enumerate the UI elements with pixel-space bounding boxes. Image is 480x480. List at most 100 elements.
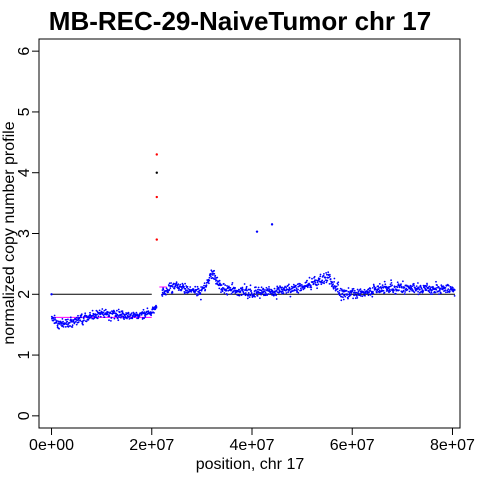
outlier-point xyxy=(255,230,259,233)
plot-frame xyxy=(38,38,461,429)
data-point xyxy=(165,293,167,296)
data-point xyxy=(187,288,190,290)
data-point xyxy=(107,311,109,314)
data-point xyxy=(312,281,314,283)
data-point xyxy=(325,272,327,274)
data-point xyxy=(161,295,164,297)
data-point xyxy=(121,310,124,312)
data-point xyxy=(333,277,336,280)
data-point xyxy=(344,295,347,298)
data-point xyxy=(249,284,252,287)
data-point xyxy=(322,274,325,277)
data-point xyxy=(378,283,381,285)
data-point xyxy=(333,281,335,283)
data-point xyxy=(83,319,85,322)
y-axis-label: normalized copy number profile xyxy=(1,121,18,344)
data-point xyxy=(411,287,413,290)
data-point xyxy=(263,289,265,291)
data-point xyxy=(287,291,289,294)
data-point xyxy=(70,319,73,322)
data-point xyxy=(413,284,415,287)
data-point xyxy=(96,317,99,320)
data-point xyxy=(82,323,84,326)
data-point xyxy=(61,318,64,320)
data-point xyxy=(62,320,64,323)
data-point xyxy=(77,314,79,317)
data-point xyxy=(300,287,302,290)
data-point xyxy=(96,313,98,316)
data-point xyxy=(400,283,402,286)
data-point xyxy=(348,293,351,296)
data-point xyxy=(66,323,68,326)
y-tick-label: 2 xyxy=(16,290,33,299)
data-point xyxy=(354,297,357,300)
data-point xyxy=(428,291,431,294)
data-point xyxy=(285,286,287,289)
data-point xyxy=(223,292,226,294)
data-point xyxy=(306,286,309,289)
data-point xyxy=(248,296,251,298)
data-point xyxy=(181,287,184,290)
data-point xyxy=(289,295,292,298)
data-point xyxy=(267,293,270,295)
data-point xyxy=(288,283,290,286)
data-point xyxy=(255,292,258,295)
data-point xyxy=(378,286,380,289)
data-point xyxy=(80,313,83,316)
data-point xyxy=(208,282,210,285)
data-point xyxy=(271,294,273,296)
data-point xyxy=(331,285,334,287)
data-point xyxy=(299,283,302,285)
data-points xyxy=(50,269,456,330)
data-point xyxy=(154,308,157,311)
data-point xyxy=(267,288,269,290)
data-point xyxy=(226,293,229,296)
data-point xyxy=(241,286,244,289)
data-point xyxy=(316,287,318,290)
data-point xyxy=(319,273,322,276)
data-point xyxy=(162,288,165,291)
data-point xyxy=(329,275,331,278)
data-point xyxy=(198,289,201,292)
data-point xyxy=(131,317,134,320)
data-point xyxy=(425,289,428,292)
data-point xyxy=(447,288,450,290)
data-point xyxy=(146,310,148,313)
data-point xyxy=(128,318,131,320)
data-point xyxy=(163,291,166,294)
data-point xyxy=(440,292,442,295)
data-point xyxy=(405,287,408,290)
data-point xyxy=(347,290,350,293)
data-point xyxy=(300,284,303,286)
data-point xyxy=(431,293,434,295)
data-point xyxy=(347,297,349,300)
data-point xyxy=(426,282,428,285)
data-point xyxy=(323,280,326,283)
data-point xyxy=(272,291,274,294)
data-point xyxy=(260,289,263,292)
data-point xyxy=(372,283,375,286)
data-point xyxy=(408,290,411,293)
data-point xyxy=(61,324,64,327)
data-point xyxy=(415,289,417,292)
data-point xyxy=(173,283,176,285)
data-point xyxy=(194,292,196,294)
data-point xyxy=(317,283,320,286)
data-point xyxy=(257,286,260,289)
x-tick-label: 4e+07 xyxy=(230,437,275,454)
data-point xyxy=(214,278,217,280)
data-point xyxy=(68,321,71,324)
data-point xyxy=(299,285,302,287)
data-point xyxy=(444,289,447,291)
data-point xyxy=(177,283,180,286)
data-point xyxy=(412,282,415,285)
data-point xyxy=(426,284,428,286)
data-point xyxy=(268,288,271,290)
data-point xyxy=(85,320,88,323)
y-tick-label: 6 xyxy=(16,47,33,56)
data-point xyxy=(189,286,192,288)
data-point xyxy=(337,290,339,293)
data-point xyxy=(218,279,221,282)
data-point xyxy=(147,310,150,313)
data-point xyxy=(391,284,393,287)
